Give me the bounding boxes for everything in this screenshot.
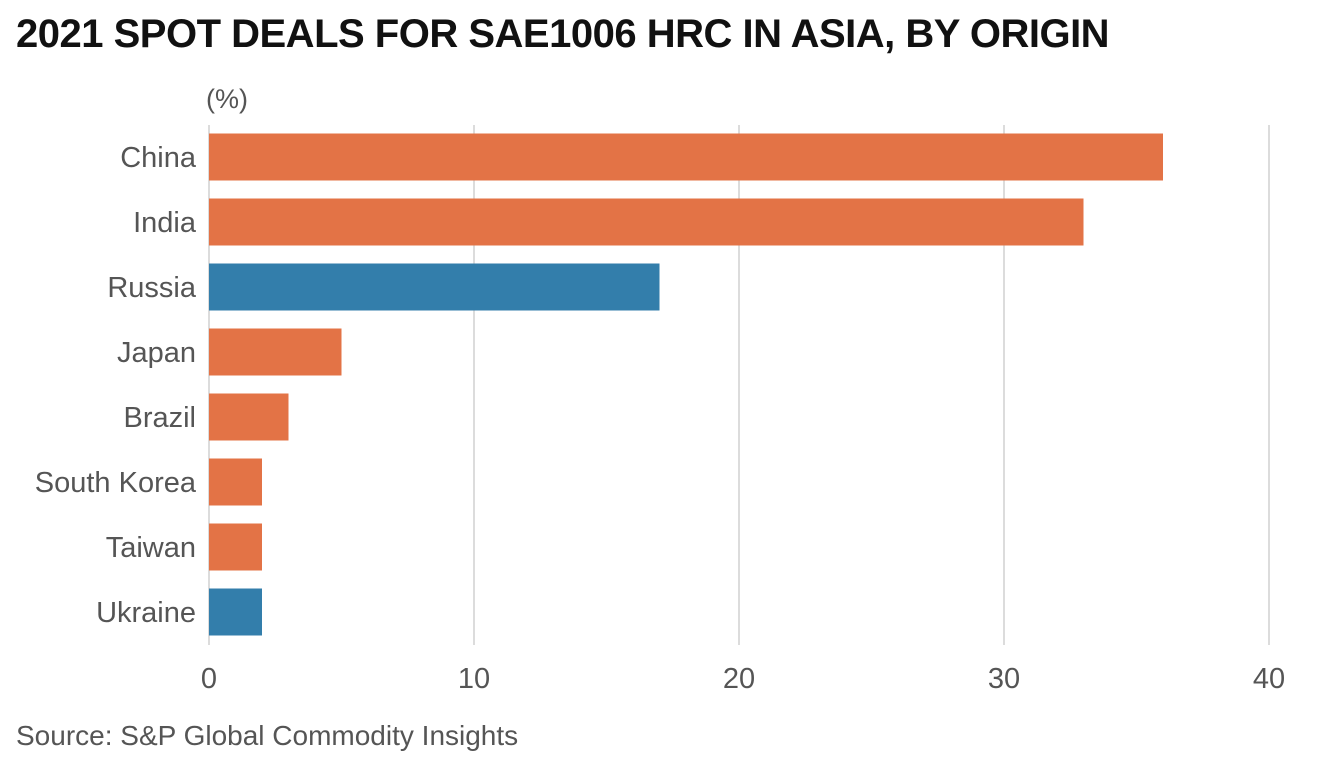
x-tick-label: 20 xyxy=(723,663,755,695)
category-label: Ukraine xyxy=(96,597,196,629)
category-label: India xyxy=(133,207,197,239)
x-tick-label: 30 xyxy=(988,663,1020,695)
bar-south-korea xyxy=(209,458,262,506)
source-note: Source: S&P Global Commodity Insights xyxy=(16,720,519,751)
bar-russia xyxy=(209,263,660,311)
bar-india xyxy=(209,198,1084,246)
bar-taiwan xyxy=(209,523,262,571)
x-tick-label: 10 xyxy=(458,663,490,695)
category-label: Brazil xyxy=(123,402,196,434)
unit-label: (%) xyxy=(206,84,248,114)
bar-japan xyxy=(209,328,342,376)
category-label: China xyxy=(120,142,197,174)
x-tick-label: 0 xyxy=(201,663,217,695)
category-label: Taiwan xyxy=(106,532,196,564)
category-label: Russia xyxy=(107,272,197,304)
x-tick-label: 40 xyxy=(1253,663,1285,695)
category-label: South Korea xyxy=(35,467,197,499)
category-label: Japan xyxy=(117,337,196,369)
chart-title: 2021 SPOT DEALS FOR SAE1006 HRC IN ASIA,… xyxy=(16,12,1110,56)
bar-ukraine xyxy=(209,588,262,636)
bar-china xyxy=(209,133,1163,181)
bar-brazil xyxy=(209,393,289,441)
